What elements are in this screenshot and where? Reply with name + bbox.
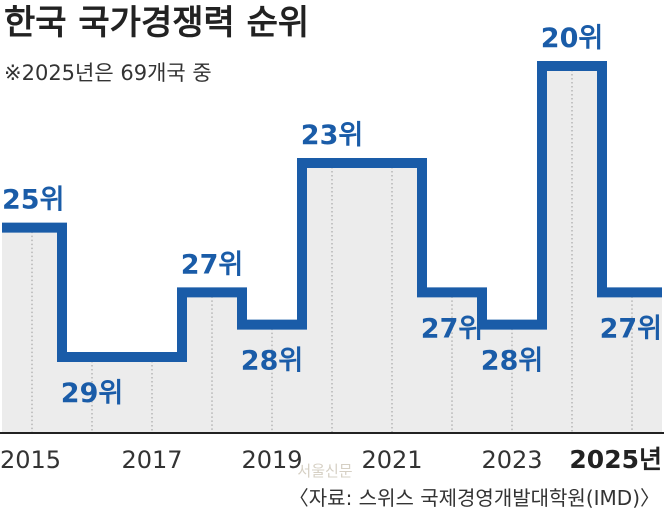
x-tick-label-2019: 2019 [241, 446, 302, 474]
rank-label-2015: 25위 [2, 185, 64, 216]
rank-step-line [2, 61, 662, 362]
line-layer [2, 61, 662, 362]
chart-title: 한국 국가경쟁력 순위 [4, 3, 309, 43]
rank-label-2024: 20위 [541, 23, 603, 54]
watermark: 서울신문 [297, 462, 352, 480]
rank-label-2018: 27위 [181, 249, 243, 280]
chart-subtitle: ※2025년은 69개국 중 [4, 61, 212, 85]
rank-label-2023: 28위 [481, 346, 543, 377]
rank-label-2019: 28위 [241, 346, 303, 377]
x-tick-label-2021: 2021 [361, 446, 422, 474]
x-tick-label-2025: 2025년 [569, 445, 662, 474]
area-fill [2, 66, 662, 433]
rank-label-2025: 27위 [600, 313, 662, 344]
rank-label-2022: 27위 [421, 313, 483, 344]
x-tick-label-2017: 2017 [121, 446, 182, 474]
x-tick-label-2023: 2023 [481, 446, 542, 474]
grid-layer [31, 66, 633, 433]
area-layer [2, 66, 662, 433]
source-note: 〈자료: 스위스 국제경영개발대학원(IMD)〉 [289, 486, 660, 510]
rank-label-2016: 29위 [61, 378, 123, 409]
x-tick-label-2015: 2015 [0, 446, 61, 474]
tick-layer: 2015 2017 2019 2021 2023 2025년 [0, 445, 662, 474]
rank-label-2020: 23위 [301, 120, 363, 151]
